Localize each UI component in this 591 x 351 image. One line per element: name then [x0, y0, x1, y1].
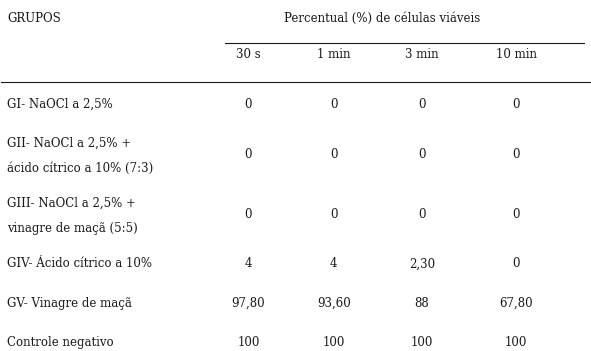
- Text: 4: 4: [330, 257, 337, 270]
- Text: 100: 100: [323, 336, 345, 349]
- Text: 10 min: 10 min: [496, 48, 537, 61]
- Text: 100: 100: [237, 336, 259, 349]
- Text: 0: 0: [245, 98, 252, 111]
- Text: Controle negativo: Controle negativo: [7, 336, 114, 349]
- Text: ácido cítrico a 10% (7:3): ácido cítrico a 10% (7:3): [7, 162, 154, 175]
- Text: 0: 0: [245, 208, 252, 221]
- Text: GIII- NaOCl a 2,5% +: GIII- NaOCl a 2,5% +: [7, 197, 136, 210]
- Text: GRUPOS: GRUPOS: [7, 12, 61, 25]
- Text: 0: 0: [512, 148, 520, 161]
- Text: GI- NaOCl a 2,5%: GI- NaOCl a 2,5%: [7, 98, 113, 111]
- Text: GV- Vinagre de maçã: GV- Vinagre de maçã: [7, 297, 132, 310]
- Text: 1 min: 1 min: [317, 48, 350, 61]
- Text: vinagre de maçã (5:5): vinagre de maçã (5:5): [7, 222, 138, 235]
- Text: 0: 0: [512, 98, 520, 111]
- Text: 4: 4: [245, 257, 252, 270]
- Text: 0: 0: [418, 208, 426, 221]
- Text: Percentual (%) de células viáveis: Percentual (%) de células viáveis: [284, 12, 480, 25]
- Text: GII- NaOCl a 2,5% +: GII- NaOCl a 2,5% +: [7, 137, 131, 150]
- Text: 100: 100: [411, 336, 433, 349]
- Text: 0: 0: [330, 208, 337, 221]
- Text: 100: 100: [505, 336, 527, 349]
- Text: 0: 0: [330, 148, 337, 161]
- Text: 0: 0: [330, 98, 337, 111]
- Text: 0: 0: [512, 208, 520, 221]
- Text: GIV- Ácido cítrico a 10%: GIV- Ácido cítrico a 10%: [7, 257, 152, 270]
- Text: 0: 0: [512, 257, 520, 270]
- Text: 97,80: 97,80: [232, 297, 265, 310]
- Text: 0: 0: [418, 148, 426, 161]
- Text: 3 min: 3 min: [405, 48, 439, 61]
- Text: 0: 0: [245, 148, 252, 161]
- Text: 67,80: 67,80: [499, 297, 533, 310]
- Text: 2,30: 2,30: [409, 257, 435, 270]
- Text: 30 s: 30 s: [236, 48, 261, 61]
- Text: 88: 88: [415, 297, 429, 310]
- Text: 0: 0: [418, 98, 426, 111]
- Text: 93,60: 93,60: [317, 297, 350, 310]
